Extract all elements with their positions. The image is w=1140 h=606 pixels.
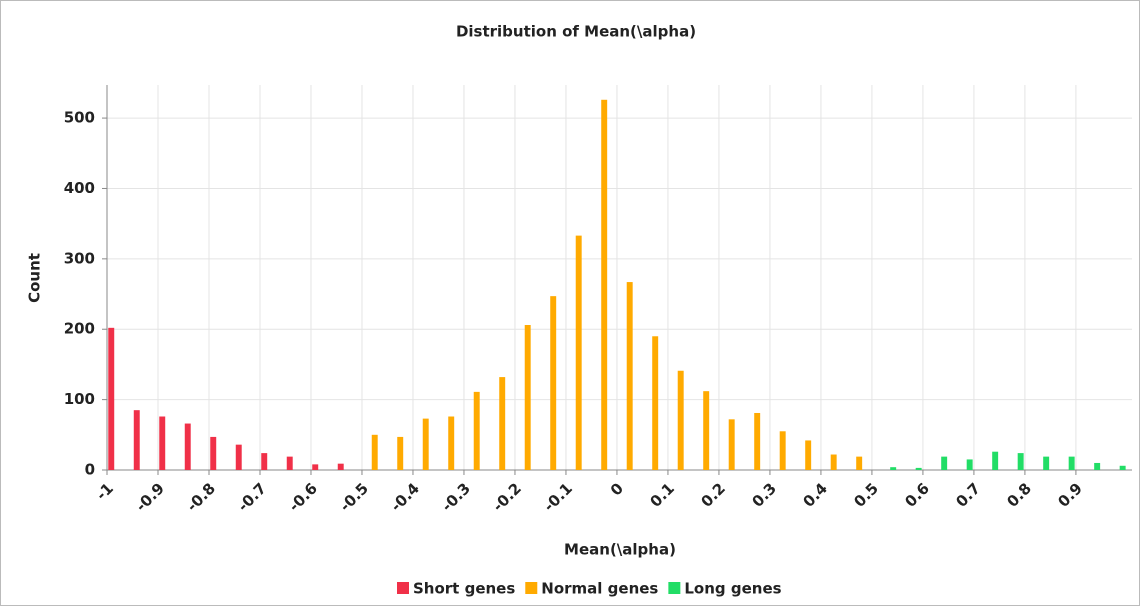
chart-title: Distribution of Mean(\alpha) <box>456 23 696 41</box>
bar <box>448 416 455 470</box>
bar <box>159 416 166 470</box>
bar <box>524 325 531 470</box>
bar <box>1068 456 1075 470</box>
bar <box>601 99 608 470</box>
bar <box>677 370 684 470</box>
bar <box>805 440 812 470</box>
bar <box>992 451 999 470</box>
bar <box>966 459 973 470</box>
bar <box>856 456 863 470</box>
y-tick-label: 0 <box>85 461 95 479</box>
legend-label: Long genes <box>684 580 781 598</box>
bar <box>941 456 948 470</box>
bar <box>397 436 404 470</box>
bar <box>1119 465 1126 470</box>
bar <box>1043 456 1050 470</box>
plot-area <box>107 85 1132 470</box>
legend-swatch <box>668 582 681 594</box>
bar <box>830 454 837 470</box>
bar <box>754 412 761 470</box>
bar <box>915 467 922 470</box>
bar <box>703 391 710 470</box>
bar <box>626 282 633 470</box>
legend-label: Normal genes <box>541 580 658 598</box>
bar <box>210 436 217 470</box>
bar <box>779 431 786 470</box>
y-tick-label: 400 <box>64 179 95 197</box>
bar <box>133 410 140 470</box>
bar <box>312 464 319 470</box>
bar <box>890 467 897 470</box>
legend-label: Short genes <box>413 580 515 598</box>
bar <box>337 463 344 470</box>
y-tick-label: 100 <box>64 390 95 408</box>
bar <box>184 423 191 470</box>
bar <box>728 419 735 470</box>
bar <box>371 434 378 470</box>
bar <box>1094 462 1101 470</box>
y-tick-label: 300 <box>64 249 95 267</box>
bar <box>1017 453 1024 470</box>
bar <box>575 235 582 470</box>
bar <box>473 391 480 470</box>
bar <box>286 456 293 470</box>
y-tick-label: 500 <box>64 109 95 127</box>
legend-swatch <box>397 582 409 594</box>
legend-swatch <box>525 582 538 594</box>
bar <box>235 444 242 470</box>
bar <box>108 327 115 470</box>
bar <box>652 336 659 470</box>
x-axis-label: Mean(\alpha) <box>564 541 676 559</box>
y-axis-label: Count <box>26 253 44 303</box>
bar <box>261 453 268 470</box>
bar <box>499 377 506 470</box>
bar <box>550 296 557 470</box>
bar <box>422 418 429 470</box>
y-tick-label: 200 <box>64 320 95 338</box>
